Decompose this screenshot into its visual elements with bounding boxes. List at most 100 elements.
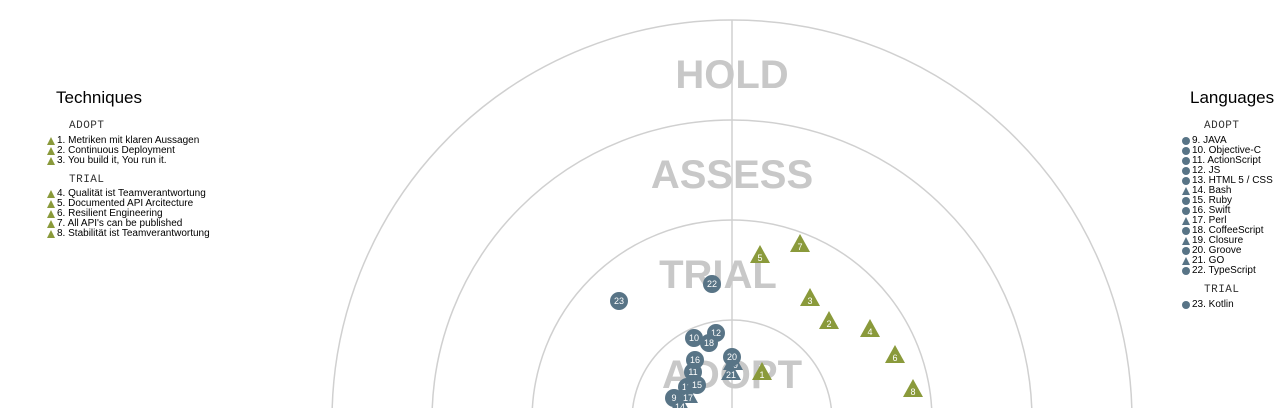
- legend-item-label: 18. CoffeeScript: [1192, 225, 1264, 236]
- blip-3[interactable]: 3: [800, 288, 820, 306]
- triangle-icon: [47, 137, 55, 145]
- blip-number: 16: [690, 355, 700, 365]
- blip-triangle: [678, 385, 698, 403]
- legend-item-label: 7. All API's can be published: [57, 218, 183, 229]
- legend-ring-label: ADOPT: [69, 120, 105, 132]
- legend-item[interactable]: 22. TypeScript: [1182, 266, 1256, 276]
- blip-6[interactable]: 6: [885, 345, 905, 363]
- blip-10[interactable]: 10: [685, 329, 703, 347]
- blip-number: 10: [689, 333, 699, 343]
- triangle-icon: [1182, 257, 1190, 265]
- radar-blips: 1234567891011121314151617181920212223: [610, 234, 923, 408]
- triangle-icon: [47, 210, 55, 218]
- blip-number: 8: [910, 387, 915, 397]
- blip-2[interactable]: 2: [819, 311, 839, 329]
- legend-item[interactable]: 19. Closure: [1182, 236, 1243, 246]
- legend-title-techniques: Techniques: [56, 88, 143, 107]
- blip-23[interactable]: 23: [610, 292, 628, 310]
- legend-item[interactable]: 23. Kotlin: [1182, 300, 1234, 310]
- blip-number: 5: [757, 253, 762, 263]
- legend-item[interactable]: 1. Metriken mit klaren Aussagen: [47, 136, 199, 146]
- legend-item[interactable]: 3. You build it, You run it.: [47, 156, 167, 166]
- legend-item-label: 23. Kotlin: [1192, 299, 1234, 310]
- blip-number: 7: [797, 242, 802, 252]
- blip-number: 4: [867, 327, 872, 337]
- blip-circle: [703, 275, 721, 293]
- legend-item[interactable]: 7. All API's can be published: [47, 219, 182, 229]
- blip-circle: [686, 351, 704, 369]
- blip-triangle: [903, 379, 923, 397]
- blip-circle: [700, 334, 718, 352]
- circle-icon: [1182, 207, 1190, 215]
- legend-item[interactable]: 2. Continuous Deployment: [47, 146, 175, 156]
- blip-18[interactable]: 18: [700, 334, 718, 352]
- legend-item[interactable]: 18. CoffeeScript: [1182, 226, 1264, 236]
- blip-4[interactable]: 4: [860, 319, 880, 337]
- legend-item[interactable]: 14. Bash: [1182, 186, 1231, 196]
- circle-icon: [1182, 167, 1190, 175]
- blip-circle: [688, 376, 706, 394]
- legend-item-label: 2. Continuous Deployment: [57, 145, 175, 156]
- blip-number: 3: [807, 296, 812, 306]
- blip-number: 23: [614, 296, 624, 306]
- blip-number: 15: [692, 380, 702, 390]
- blip-number: 17: [683, 393, 693, 403]
- legend-item-label: 22. TypeScript: [1192, 265, 1256, 276]
- legend-item[interactable]: 10. Objective-C: [1182, 146, 1261, 156]
- blip-circle: [685, 329, 703, 347]
- triangle-icon: [47, 190, 55, 198]
- blip-1[interactable]: 1: [752, 362, 772, 380]
- triangle-icon: [47, 230, 55, 238]
- legend-item[interactable]: 11. ActionScript: [1182, 156, 1261, 166]
- blip-circle: [610, 292, 628, 310]
- circle-icon: [1182, 147, 1190, 155]
- legend-item-label: 5. Documented API Arcitecture: [57, 198, 194, 209]
- legend-title-languages: Languages: [1190, 88, 1275, 107]
- legend-ring-label: TRIAL: [69, 174, 105, 186]
- triangle-icon: [47, 200, 55, 208]
- legend-item[interactable]: 4. Qualität ist Teamverantwortung: [47, 189, 206, 199]
- legend-item-label: 17. Perl: [1192, 215, 1227, 226]
- legend-item-label: 4. Qualität ist Teamverantwortung: [57, 188, 206, 199]
- legend-item[interactable]: 9. JAVA: [1182, 136, 1227, 146]
- blip-8[interactable]: 8: [903, 379, 923, 397]
- blip-number: 18: [704, 338, 714, 348]
- legend-item[interactable]: 8. Stabilität ist Teamverantwortung: [47, 229, 210, 239]
- legend-item[interactable]: 13. HTML 5 / CSS: [1182, 176, 1273, 186]
- circle-icon: [1182, 177, 1190, 185]
- blip-triangle: [800, 288, 820, 306]
- blip-16[interactable]: 16: [686, 351, 704, 369]
- circle-icon: [1182, 247, 1190, 255]
- ring-label-hold: HOLD: [675, 53, 788, 97]
- blip-triangle: [790, 234, 810, 252]
- blip-22[interactable]: 22: [703, 275, 721, 293]
- legend-item-label: 9. JAVA: [1192, 135, 1227, 146]
- blip-triangle: [860, 319, 880, 337]
- legend-item[interactable]: 5. Documented API Arcitecture: [47, 199, 193, 209]
- triangle-icon: [47, 157, 55, 165]
- blip-21[interactable]: 21: [721, 362, 741, 380]
- radar-rings: [331, 19, 1133, 408]
- legend-item[interactable]: 6. Resilient Engineering: [47, 209, 163, 219]
- blip-triangle: [885, 345, 905, 363]
- legend-item-label: 19. Closure: [1192, 235, 1244, 246]
- legend-item[interactable]: 16. Swift: [1182, 206, 1230, 216]
- blip-number: 21: [726, 370, 736, 380]
- blip-number: 11: [688, 367, 697, 377]
- blip-5[interactable]: 5: [750, 245, 770, 263]
- legend-item-label: 13. HTML 5 / CSS: [1192, 175, 1273, 186]
- circle-icon: [1182, 137, 1190, 145]
- blip-15[interactable]: 15: [688, 376, 706, 394]
- legend-item[interactable]: 12. JS: [1182, 166, 1220, 176]
- legend-item[interactable]: 20. Groove: [1182, 246, 1241, 256]
- blip-17[interactable]: 17: [678, 385, 698, 403]
- blip-triangle: [752, 362, 772, 380]
- legend-item[interactable]: 17. Perl: [1182, 216, 1226, 226]
- blip-7[interactable]: 7: [790, 234, 810, 252]
- legend-item[interactable]: 21. GO: [1182, 256, 1224, 266]
- blip-circle: [723, 348, 741, 366]
- legend-item[interactable]: 15. Ruby: [1182, 196, 1232, 206]
- legend-item-label: 21. GO: [1192, 255, 1225, 266]
- blip-20[interactable]: 20: [723, 348, 741, 366]
